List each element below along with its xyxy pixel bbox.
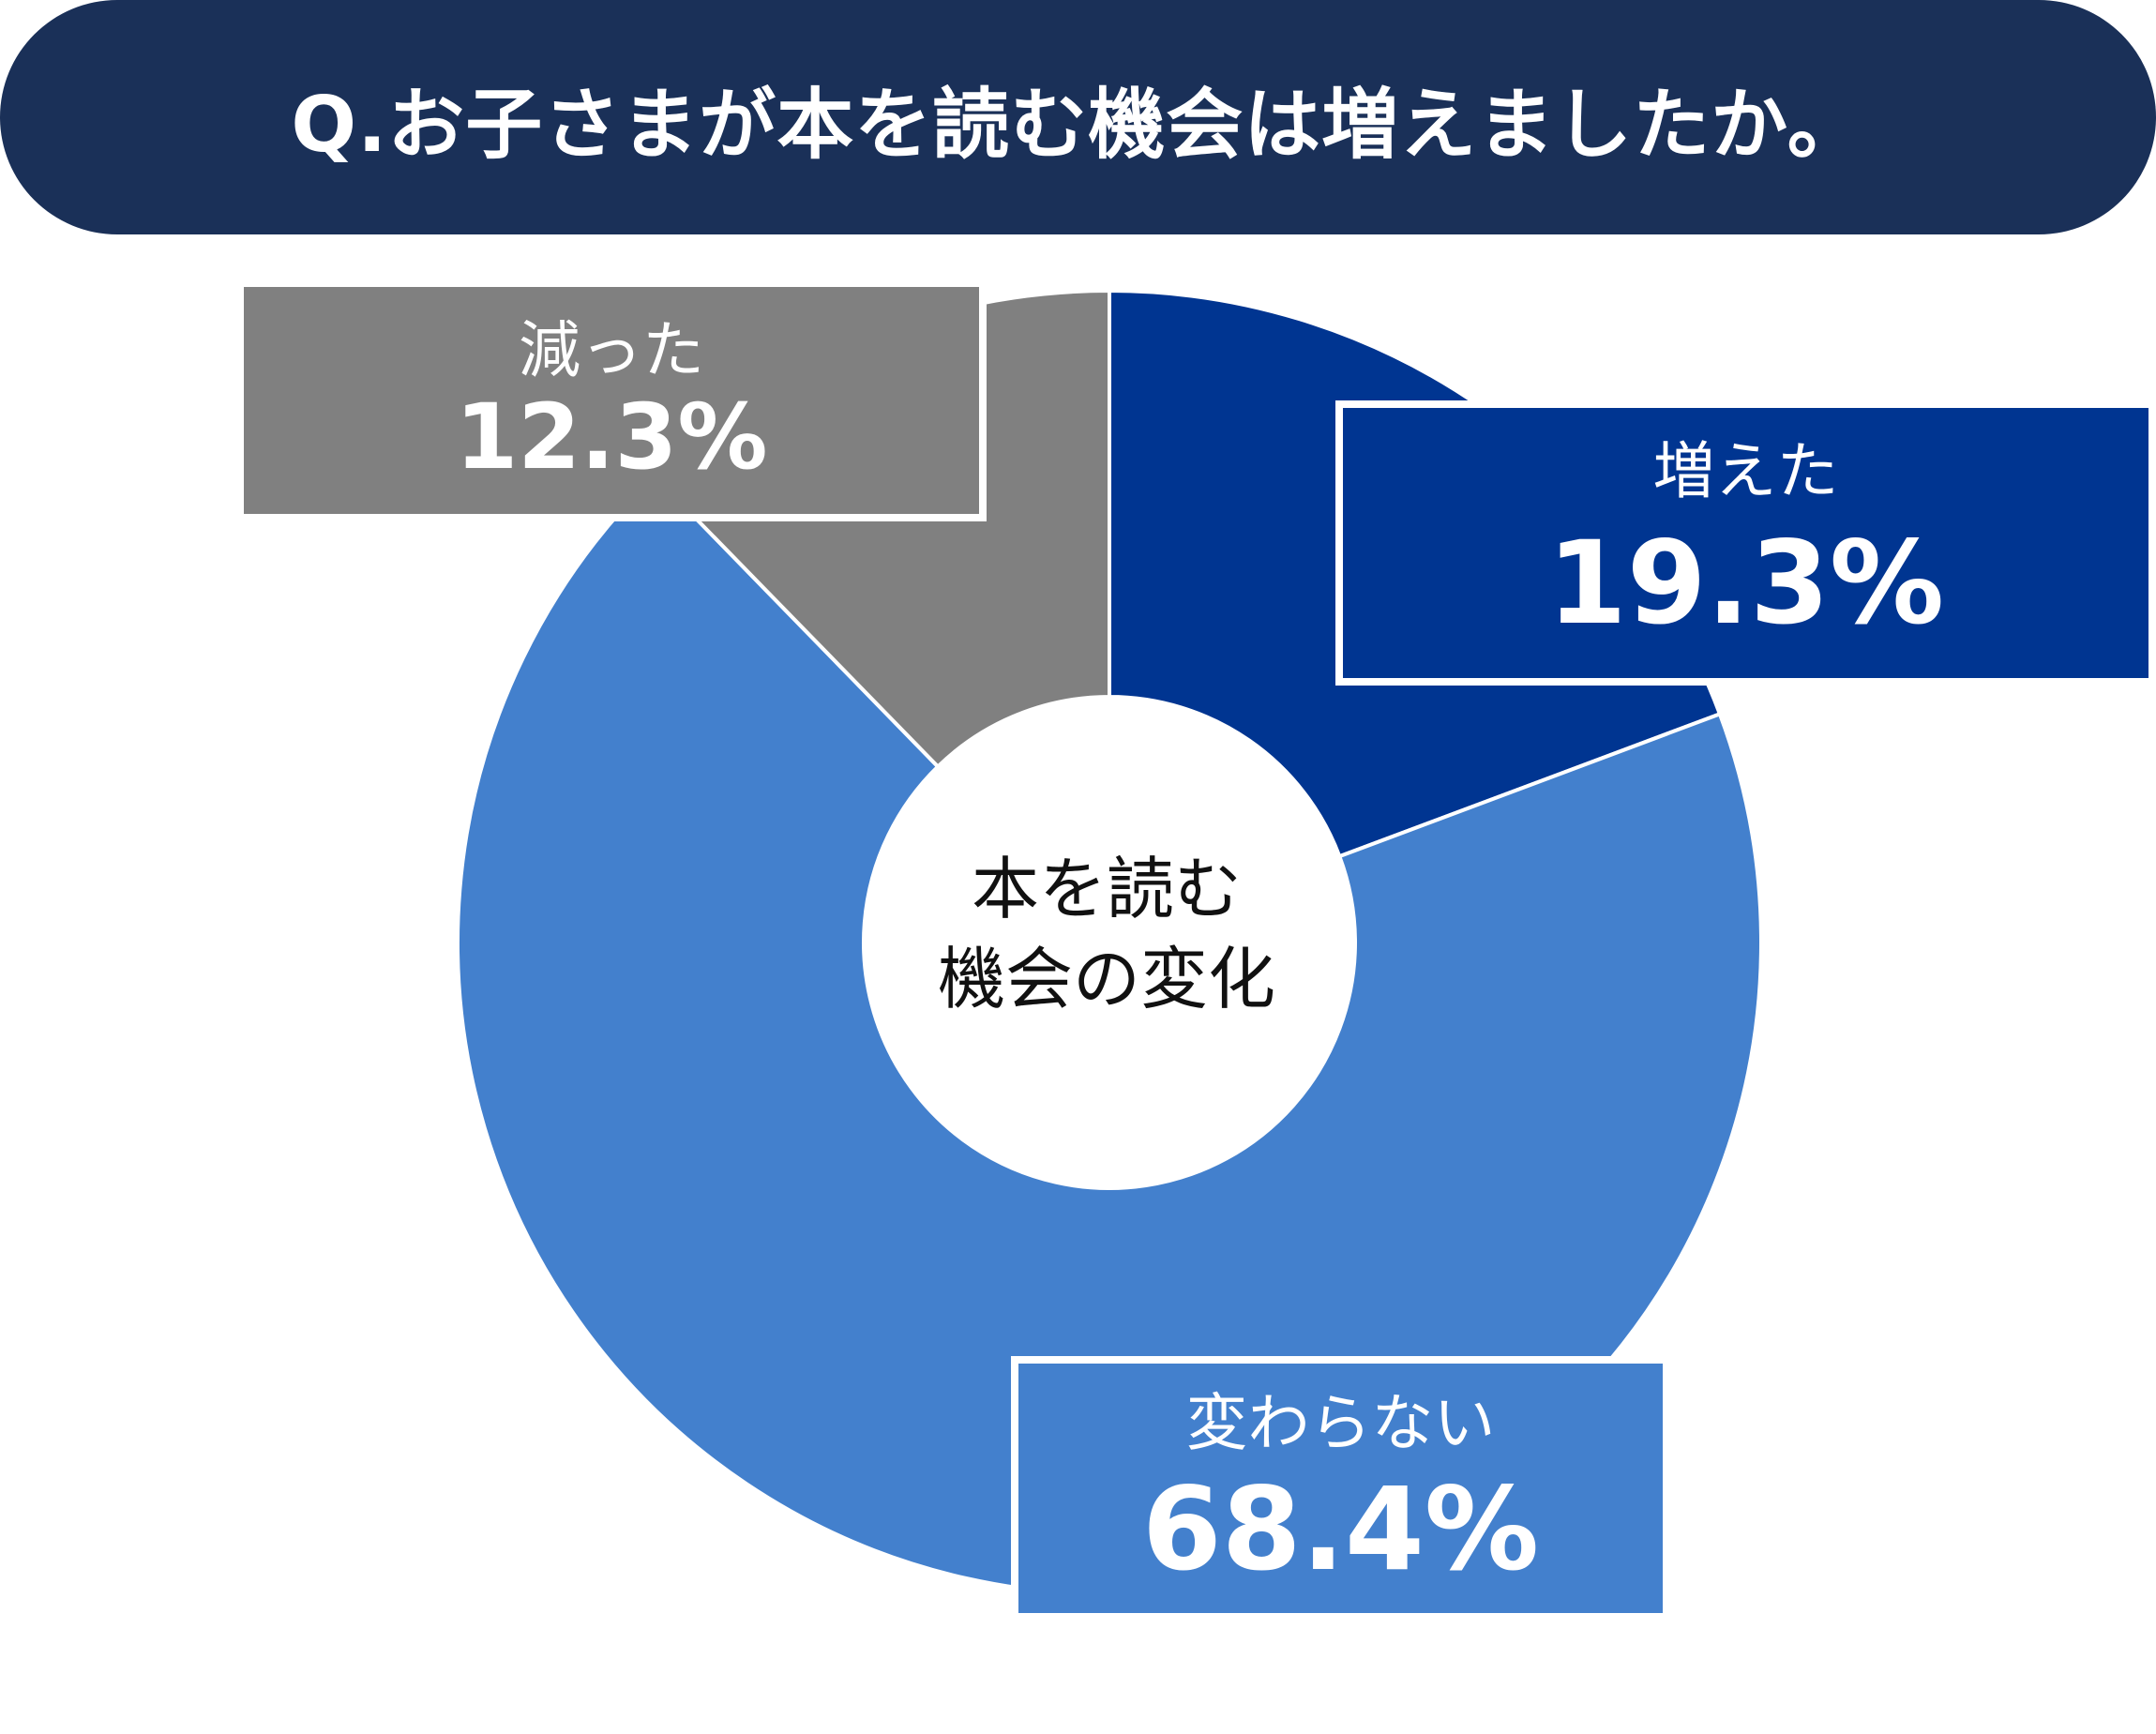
slice-value-unchanged: 68.4% [1141,1463,1540,1596]
slice-label-decreased: 減った [519,314,704,386]
center-label-line1: 本を読む [971,850,1242,928]
center-label-line2: 機会の変化 [937,940,1275,1018]
callout-increased: 増えた 19.3% [1335,400,2156,686]
slice-value-increased: 19.3% [1546,517,1945,650]
callout-unchanged: 変わらない 68.4% [1011,1356,1670,1621]
slice-label-increased: 増えた [1652,435,1839,507]
chart-title: Q.お子さまが本を読む機会は増えましたか。 [291,80,1865,170]
callout-decreased: 減った 12.3% [236,279,987,521]
center-label: 本を読む 機会の変化 [825,844,1388,1024]
slice-value-decreased: 12.3% [455,384,768,490]
title-banner: Q.お子さまが本を読む機会は増えましたか。 [0,0,2156,234]
slice-label-unchanged: 変わらない [1185,1387,1496,1459]
